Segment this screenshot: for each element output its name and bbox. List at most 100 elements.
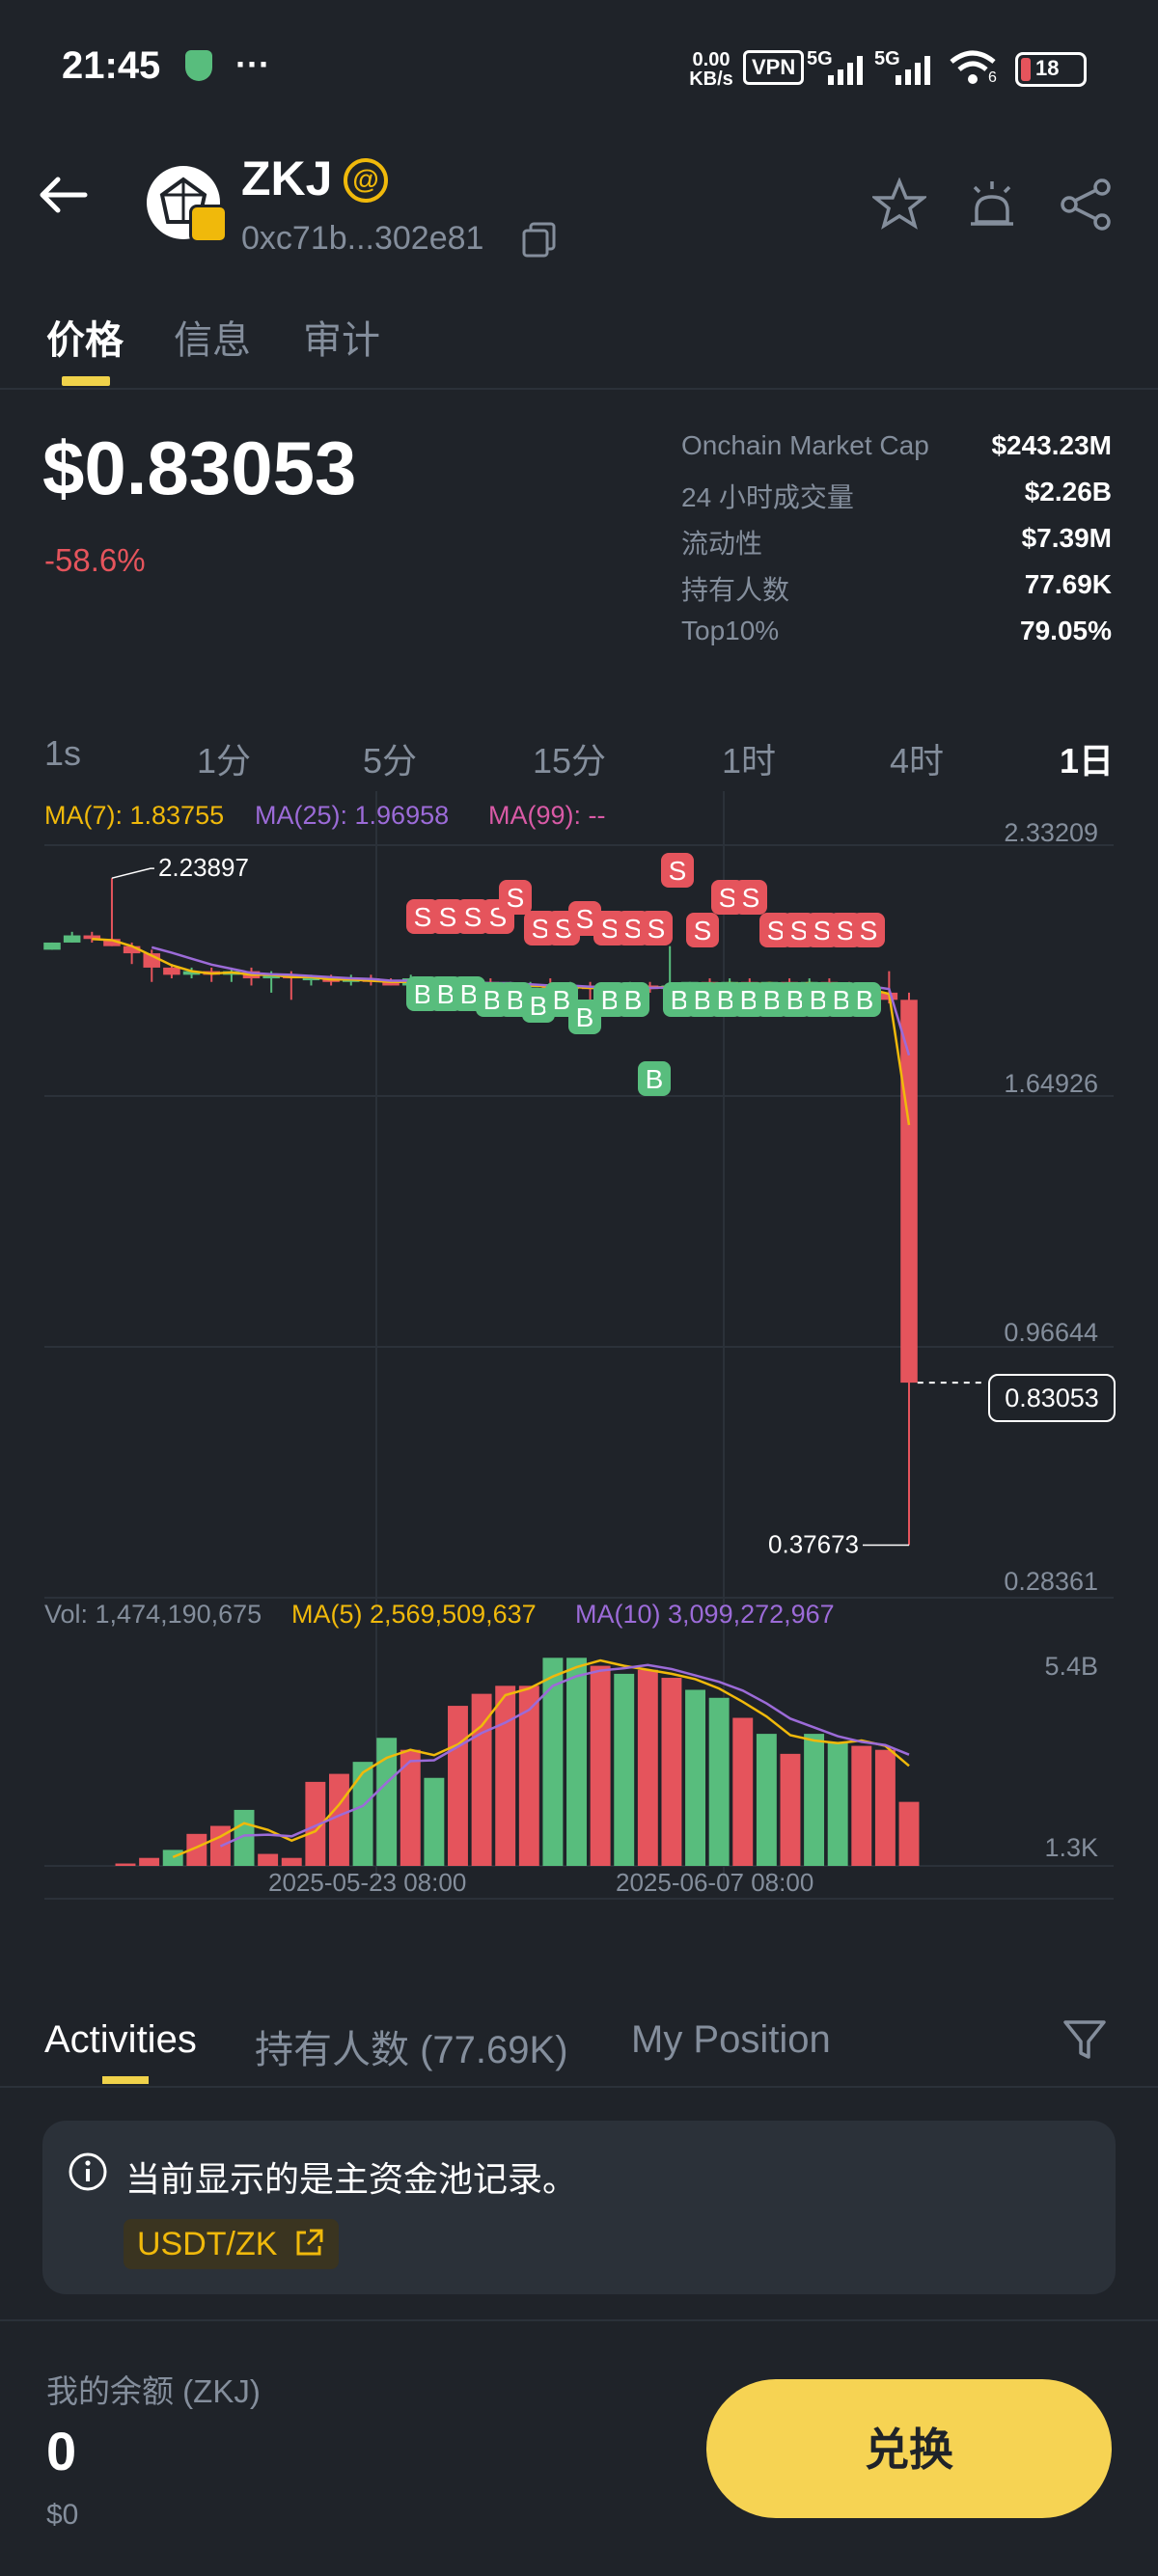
buy-marker-label: B <box>553 985 571 1015</box>
buy-marker-label: B <box>694 985 712 1015</box>
volume-bar <box>685 1689 706 1866</box>
tab-my-position[interactable]: My Position <box>631 2018 831 2061</box>
sell-marker-label: S <box>860 916 878 945</box>
balance-value: 0 <box>46 2421 77 2481</box>
alert-icon[interactable] <box>965 178 1019 232</box>
pool-notice-text: 当前显示的是主资金池记录。 <box>125 2159 578 2199</box>
buy-marker-label: B <box>507 985 525 1015</box>
token-logo-icon <box>159 177 207 224</box>
stat-label: 持有人数 <box>681 575 790 605</box>
vpn-badge: VPN <box>743 50 805 85</box>
candle-body <box>83 935 101 940</box>
price-axis-label: 0.96644 <box>1004 1318 1098 1347</box>
timeframe-option-active[interactable]: 1日 <box>1060 741 1115 781</box>
sell-marker <box>568 901 601 936</box>
timeframe-option[interactable]: 1s <box>44 733 82 773</box>
buy-marker-label: B <box>810 985 828 1015</box>
volume-bar <box>708 1697 730 1866</box>
tab-activities[interactable]: Activities <box>44 2018 197 2061</box>
volume-legend: Vol: 1,474,190,675 <box>44 1600 262 1629</box>
volume-bar <box>448 1706 468 1866</box>
mention-icon[interactable]: @ <box>344 158 388 203</box>
buy-marker-label: B <box>460 979 479 1009</box>
volume-bar <box>804 1734 825 1866</box>
tab-holders[interactable]: 持有人数 (77.69K) <box>255 2029 568 2071</box>
volume-bar <box>827 1741 848 1866</box>
ma25-legend: MA(25): 1.96958 <box>255 801 450 830</box>
copy-icon[interactable] <box>521 222 558 259</box>
volume-bar <box>851 1745 872 1866</box>
swap-button[interactable]: 兑换 <box>706 2379 1112 2518</box>
balance-usd: $0 <box>46 2499 79 2531</box>
share-icon[interactable] <box>1058 178 1114 232</box>
price-change: -58.6% <box>44 542 146 578</box>
timeframe-option[interactable]: 4时 <box>890 741 945 781</box>
buy-marker-label: B <box>740 985 758 1015</box>
divider <box>0 2319 1158 2321</box>
sell-marker <box>661 853 694 888</box>
buy-marker-label: B <box>717 985 735 1015</box>
signal-icon <box>896 56 930 85</box>
buy-marker-label: B <box>833 985 851 1015</box>
tab-info[interactable]: 信息 <box>174 319 251 362</box>
sell-marker-label: S <box>439 902 457 932</box>
back-arrow-icon[interactable] <box>39 176 89 214</box>
filter-icon[interactable] <box>1062 2016 1108 2063</box>
candle-body <box>382 981 400 986</box>
star-icon[interactable] <box>872 178 926 232</box>
wifi-icon <box>950 50 996 84</box>
timeframe-option[interactable]: 5分 <box>363 741 418 781</box>
stat-value: $7.39M <box>1021 523 1112 553</box>
tab-underline <box>102 2076 149 2084</box>
date-axis-label: 2025-06-07 08:00 <box>616 1868 814 1897</box>
ma7-line <box>92 937 911 1126</box>
battery-level <box>1021 58 1031 81</box>
tab-underline <box>62 376 110 386</box>
stat-value: $2.26B <box>1024 477 1112 507</box>
timeframe-option[interactable]: 15分 <box>533 741 607 781</box>
net-speed: 0.00 KB/s <box>681 50 741 89</box>
net-type-1: 5G <box>807 48 833 69</box>
volume-bar <box>637 1669 658 1866</box>
tab-price[interactable]: 价格 <box>46 319 124 362</box>
more-dots: ··· <box>235 44 270 84</box>
timeframe-option[interactable]: 1分 <box>197 741 252 781</box>
buy-marker <box>848 982 881 1017</box>
sell-marker <box>640 911 673 945</box>
divider <box>0 388 1158 390</box>
candle-body <box>63 935 81 943</box>
volume-bar <box>590 1665 611 1866</box>
candle-body <box>262 974 280 979</box>
external-link-icon <box>296 2229 323 2256</box>
buy-marker-label: B <box>646 1064 664 1094</box>
tab-audit[interactable]: 审计 <box>303 319 380 362</box>
volume-bar <box>756 1734 777 1866</box>
timeframe-option[interactable]: 1时 <box>722 741 777 781</box>
volume-bar <box>874 1749 896 1866</box>
status-time: 21:45 <box>62 44 161 87</box>
current-price-tag: 0.83053 <box>988 1374 1116 1422</box>
sell-marker-label: S <box>790 916 809 945</box>
sell-marker <box>734 880 767 915</box>
status-bar: 21:45 ··· 0.00 KB/s VPN 5G 5G 6 18 <box>0 0 1158 135</box>
volume-bar <box>424 1777 445 1866</box>
price-axis-label: 0.28361 <box>1004 1567 1098 1596</box>
volume-bar <box>281 1857 302 1866</box>
buy-marker-label: B <box>671 985 689 1015</box>
volume-bar <box>376 1738 398 1866</box>
stat-value: 77.69K <box>1024 569 1112 599</box>
buy-marker-label: B <box>786 985 805 1015</box>
candle-body <box>163 967 180 975</box>
pool-link[interactable]: USDT/ZK <box>124 2219 339 2269</box>
buy-marker-label: B <box>856 985 874 1015</box>
net-speed-unit: KB/s <box>689 69 733 90</box>
net-speed-value: 0.00 <box>692 49 731 70</box>
candle-body <box>43 942 61 950</box>
candle-body <box>302 978 320 981</box>
token-avatar <box>147 166 228 243</box>
candle-body <box>103 939 121 946</box>
date-axis-label: 2025-05-23 08:00 <box>268 1868 467 1897</box>
volume-bar <box>495 1685 516 1866</box>
price-axis-label: 1.64926 <box>1004 1069 1098 1098</box>
